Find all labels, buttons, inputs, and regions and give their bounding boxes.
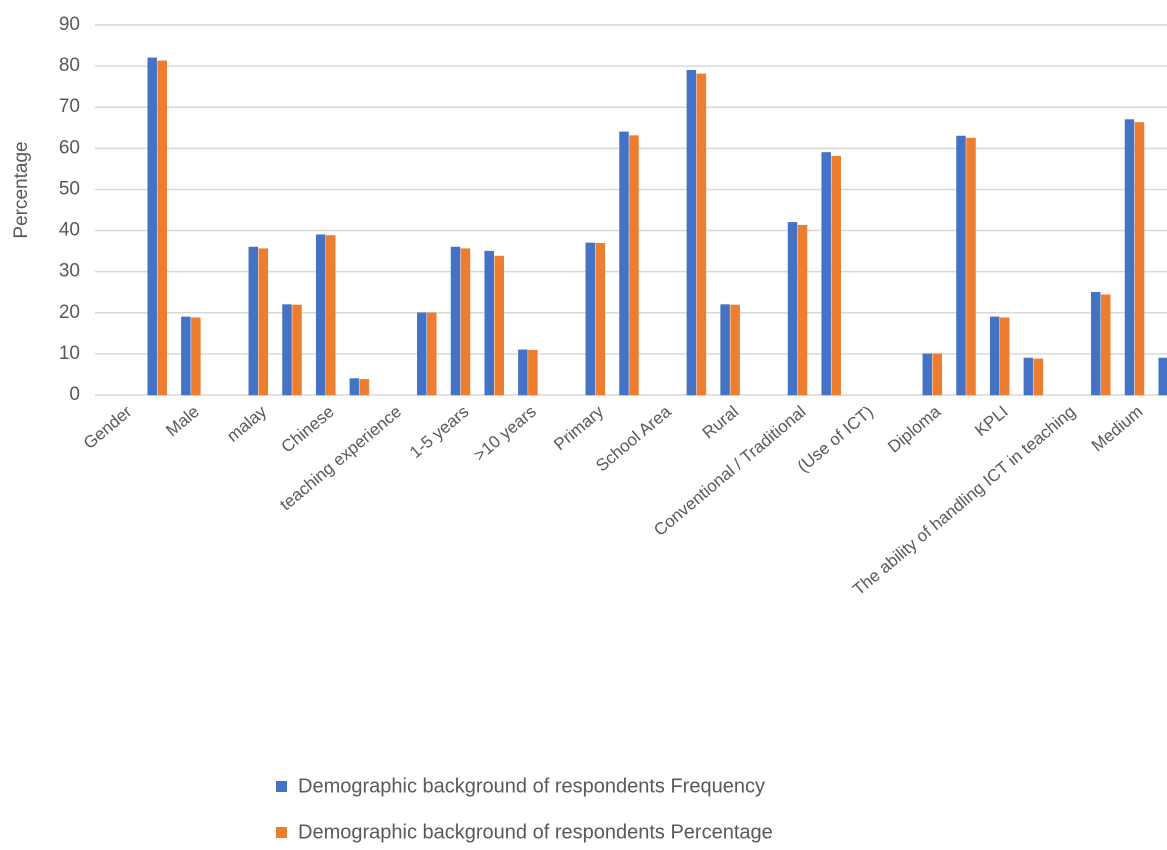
bar [585,242,596,396]
y-tick-label: 70 [59,96,80,117]
bar [720,304,730,396]
bar [157,60,167,396]
bar [787,222,798,396]
bar [1158,357,1167,396]
legend-swatch [276,827,287,838]
x-tick-label: Gender [80,402,136,453]
bar [484,250,494,396]
bar [359,379,370,396]
bar [325,235,336,396]
bar [1023,357,1034,396]
y-tick-label: 40 [59,220,80,241]
bar [191,317,201,396]
y-tick-label: 0 [69,384,80,405]
bar [831,155,841,396]
bar [248,246,259,396]
x-tick-label: School Area [592,402,675,476]
x-tick-label: teaching experience [276,402,405,514]
bar [595,243,606,396]
x-tick-label: Rural [699,402,742,443]
bar [282,304,292,396]
bar [427,312,437,396]
bar [686,69,697,396]
bar [956,135,966,396]
bar [417,312,427,396]
legend-label: Demographic background of respondents Fr… [298,775,765,797]
bar [258,248,269,396]
x-tick-label: malay [223,402,270,446]
y-tick-label: 60 [59,137,80,158]
bar [1101,294,1111,396]
bar [1091,291,1101,396]
bar [518,349,528,396]
bar [932,353,943,396]
bar [696,73,707,396]
x-tick-label: Diploma [884,402,944,457]
x-tick-label: Primary [550,402,607,455]
bar [528,349,538,396]
x-tick-label: Medium [1088,402,1147,455]
x-tick-label: KPLI [971,402,1011,440]
bar [292,304,302,396]
bar [450,246,461,396]
x-tick-label: Chinese [278,402,338,457]
bar [315,234,326,396]
bar [1124,119,1135,396]
bar [147,57,157,396]
bar [821,152,831,396]
bar [1033,358,1044,396]
x-tick-label: Male [162,402,202,440]
y-tick-label: 90 [59,14,80,35]
bar [181,316,191,396]
x-tick-label: The ability of handling ICT in teaching [849,402,1079,599]
bar [797,224,808,396]
y-tick-label: 50 [59,178,80,199]
bar [989,316,1000,396]
y-tick-label: 10 [59,343,80,364]
y-tick-label: 20 [59,302,80,323]
x-tick-label: 1-5 years [406,402,473,462]
bar [629,135,639,396]
x-tick-label: >10 years [470,402,540,465]
bar [922,353,933,396]
bar [999,317,1010,396]
legend-swatch [276,781,287,792]
y-tick-label: 30 [59,261,80,282]
y-tick-label: 80 [59,55,80,76]
bar [1134,122,1145,396]
legend-label: Demographic background of respondents Pe… [298,821,773,843]
bar [966,137,976,396]
bar [619,131,629,396]
bar [460,248,471,396]
bar [730,304,740,396]
y-axis-label: Percentage [11,141,32,238]
bar [494,255,504,396]
bar [349,378,360,396]
